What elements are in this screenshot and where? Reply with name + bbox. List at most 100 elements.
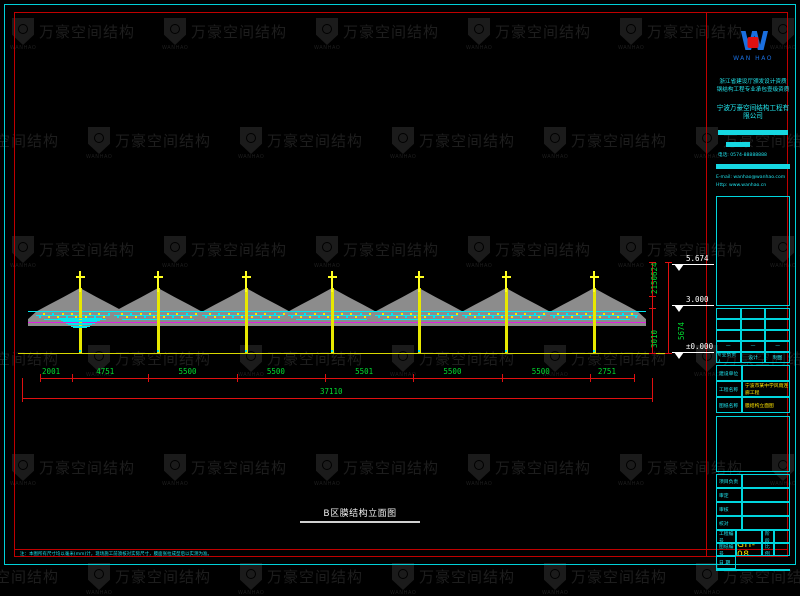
connection-node <box>162 316 165 318</box>
project-fields: 建设单位 工程名称 宁波市某中学风雨连廊工程 图纸名称 膜结构立面图 <box>716 365 790 413</box>
connection-node <box>327 316 330 318</box>
mast-bracing-cable <box>73 327 87 328</box>
connection-node <box>185 313 188 315</box>
watermark-text: 万豪空间结构 <box>0 568 60 586</box>
connection-node <box>144 316 147 318</box>
footer-cell <box>774 543 790 556</box>
connection-node <box>47 316 50 318</box>
connection-node <box>84 316 87 318</box>
dimension-line <box>40 378 634 379</box>
connection-node <box>75 316 78 318</box>
connection-node <box>218 313 221 315</box>
connection-node <box>538 316 541 318</box>
project-field-cell: 图纸名称 <box>716 397 742 413</box>
approval-cell <box>716 308 741 319</box>
address-bar <box>718 130 788 135</box>
steel-mast <box>156 288 160 353</box>
vertical-dimension-tick <box>664 353 672 354</box>
overall-dimension-label: 37110 <box>320 387 343 396</box>
connection-node <box>89 313 92 315</box>
drawing-caption-rule <box>300 521 420 523</box>
connection-node <box>176 313 179 315</box>
connection-node <box>524 313 527 315</box>
connection-node <box>446 313 449 315</box>
connection-node <box>566 313 569 315</box>
connection-node <box>236 313 239 315</box>
dimension-label: 5500 <box>443 367 462 376</box>
vertical-dimension-tick <box>648 262 656 263</box>
connection-node <box>621 313 624 315</box>
connection-node <box>121 313 124 315</box>
connection-node <box>377 316 380 318</box>
connection-node <box>299 316 302 318</box>
connection-node <box>396 316 398 318</box>
title-block-divider <box>706 12 707 557</box>
project-field-cell: 工程名称 <box>716 381 742 397</box>
connection-node <box>382 313 385 315</box>
web-label: Http: <box>716 183 728 188</box>
watermark-text: 万豪空间结构 <box>267 568 364 586</box>
notes-box <box>716 196 790 306</box>
connection-node <box>103 316 105 318</box>
tel-bar <box>726 142 750 147</box>
connection-node <box>66 316 69 318</box>
connection-node <box>153 316 156 318</box>
overall-dimension-tick <box>652 394 653 402</box>
base-plate-node <box>331 350 333 352</box>
connection-node <box>519 316 522 318</box>
approval-cell: 设计 <box>740 352 766 363</box>
elevation-label: 5.674 <box>686 254 709 263</box>
connection-node <box>405 316 408 318</box>
footer-cell: 日 期 <box>716 556 736 569</box>
connection-node <box>345 316 348 318</box>
footer-cell <box>736 530 762 543</box>
email-value: wanhao@wanhao.com <box>733 175 786 180</box>
connection-node <box>38 316 41 318</box>
connection-node <box>428 313 431 315</box>
footer-cell: 比例 <box>762 543 774 556</box>
connection-node <box>194 313 197 315</box>
mast-cap <box>75 276 85 278</box>
vertical-dimension-tick <box>648 353 656 354</box>
connection-node <box>515 313 518 315</box>
connection-node <box>57 316 59 318</box>
dimension-tick <box>148 374 150 382</box>
mast-cap <box>327 276 337 278</box>
email-line: E-mail: wanhao@wanhao.com <box>716 174 785 181</box>
connection-node <box>368 313 371 315</box>
sheet-border-inner <box>14 12 788 557</box>
connection-node <box>61 313 64 315</box>
tel-label: 电话: <box>718 153 729 158</box>
connection-node <box>148 313 151 315</box>
connection-node <box>571 316 573 318</box>
project-field-cell <box>742 365 790 381</box>
drawing-caption: B区膜结构立面图 <box>300 506 420 523</box>
approval-grid: — — — 专业负责人 设计 制图 <box>716 308 790 363</box>
connection-node <box>580 316 583 318</box>
mast-cap <box>501 276 511 278</box>
mast-bracing-cable <box>63 321 97 322</box>
signature-cell: 审核 <box>716 502 742 516</box>
dimension-label: 2001 <box>42 367 61 376</box>
connection-node <box>232 316 235 318</box>
connection-node <box>130 313 133 315</box>
approval-cell: — <box>716 341 741 352</box>
connection-node <box>589 316 592 318</box>
connection-node <box>487 313 490 315</box>
steel-mast <box>504 288 508 353</box>
connection-node <box>341 313 344 315</box>
elevation-triangle-icon <box>674 305 684 312</box>
approval-cell <box>740 319 766 330</box>
connection-node <box>43 313 46 315</box>
mast-cap <box>414 276 424 278</box>
project-field-cell: 建设单位 <box>716 365 742 381</box>
drawing-caption-text: B区膜结构立面图 <box>323 509 397 519</box>
connection-node <box>70 313 73 315</box>
connection-node <box>304 313 307 315</box>
company-logo: W WAN HAO <box>712 29 794 74</box>
mast-finial <box>79 271 81 292</box>
connection-node <box>336 316 339 318</box>
connection-node <box>617 316 619 318</box>
signature-cell <box>742 474 790 488</box>
vertical-dimension-tick <box>648 308 656 309</box>
